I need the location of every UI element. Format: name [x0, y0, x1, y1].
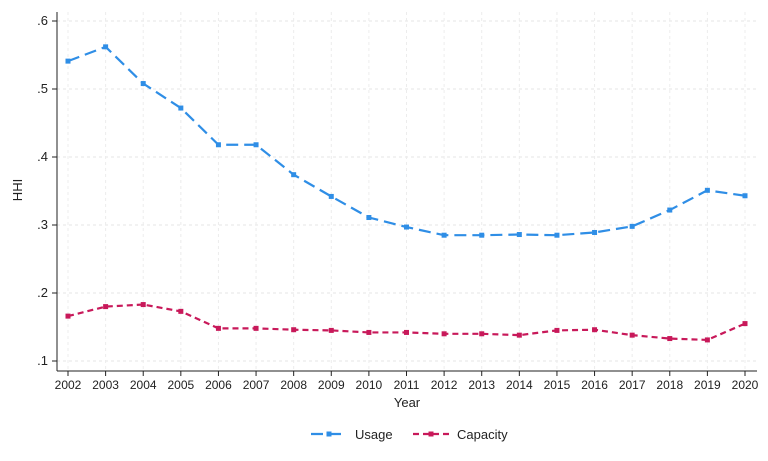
- point-usage-2004: [140, 81, 146, 87]
- x-tick-label-2014: 2014: [506, 378, 533, 392]
- x-tick-label-2015: 2015: [544, 378, 571, 392]
- point-capacity-2009: [328, 327, 334, 333]
- point-capacity-2004: [140, 302, 146, 308]
- x-tick-label-2003: 2003: [92, 378, 119, 392]
- point-capacity-2011: [404, 329, 409, 335]
- point-usage-2005: [178, 105, 184, 111]
- y-axis-title: HHI: [10, 179, 25, 201]
- point-usage-2013: [479, 232, 485, 238]
- point-capacity-2008: [291, 327, 297, 333]
- x-tick-label-2009: 2009: [318, 378, 345, 392]
- x-tick-label-2016: 2016: [581, 378, 608, 392]
- point-usage-2019: [704, 187, 710, 193]
- point-capacity-2015: [554, 327, 560, 333]
- x-tick-label-2017: 2017: [619, 378, 646, 392]
- legend-label-usage: Usage: [355, 427, 393, 442]
- point-capacity-2020: [742, 321, 748, 327]
- x-tick-label-2020: 2020: [732, 378, 759, 392]
- point-capacity-2012: [441, 331, 447, 337]
- x-tick-label-2018: 2018: [656, 378, 683, 392]
- y-tick-label-5: .6: [37, 13, 48, 28]
- grid-lines: [57, 12, 757, 371]
- point-usage-2007: [253, 142, 259, 148]
- y-tick-label-4: .5: [37, 81, 48, 96]
- point-usage-2017: [629, 223, 635, 229]
- point-capacity-2013: [479, 331, 485, 337]
- point-usage-2006: [215, 142, 221, 148]
- point-usage-2016: [592, 229, 598, 235]
- legend-marker-usage: [326, 431, 332, 437]
- point-capacity-2019: [704, 337, 710, 343]
- point-capacity-2014: [516, 332, 522, 338]
- point-capacity-2017: [629, 332, 635, 338]
- x-tick-label-2010: 2010: [356, 378, 383, 392]
- y-tick-label-3: .4: [37, 149, 48, 164]
- point-capacity-2007: [253, 325, 259, 331]
- point-usage-2015: [554, 232, 560, 238]
- series-group: [65, 44, 748, 343]
- point-usage-2012: [441, 232, 447, 238]
- point-capacity-2003: [103, 304, 109, 310]
- x-tick-label-2011: 2011: [394, 378, 420, 392]
- point-usage-2003: [103, 44, 109, 50]
- point-capacity-2018: [667, 336, 673, 342]
- point-usage-2011: [404, 224, 409, 230]
- point-usage-2020: [742, 193, 748, 199]
- y-tick-label-0: .1: [37, 353, 48, 368]
- axes: [56, 12, 757, 372]
- point-usage-2002: [65, 58, 71, 64]
- legend-label-capacity: Capacity: [457, 427, 508, 442]
- y-tick-label-1: .2: [37, 285, 48, 300]
- x-axis-title: Year: [394, 395, 421, 410]
- y-tick-label-2: .3: [37, 217, 48, 232]
- x-tick-label-2019: 2019: [694, 378, 721, 392]
- legend-marker-capacity: [428, 431, 434, 437]
- x-tick-label-2006: 2006: [205, 378, 232, 392]
- x-axis-ticks: 2002 2003 2004 2005 2006 2007 2008 2009 2010 2011…: [55, 371, 759, 392]
- x-tick-label-2012: 2012: [431, 378, 458, 392]
- x-tick-label-2002: 2002: [55, 378, 82, 392]
- point-capacity-2010: [366, 329, 372, 335]
- point-capacity-2005: [178, 308, 184, 314]
- point-capacity-2016: [592, 327, 598, 333]
- x-tick-label-2005: 2005: [167, 378, 194, 392]
- point-usage-2018: [667, 207, 673, 213]
- point-usage-2008: [291, 172, 297, 178]
- point-capacity-2002: [65, 313, 71, 319]
- x-tick-label-2008: 2008: [280, 378, 307, 392]
- point-capacity-2006: [215, 325, 221, 331]
- legend: Usage Capacity: [311, 427, 508, 442]
- point-usage-2010: [366, 215, 372, 221]
- x-tick-label-2004: 2004: [130, 378, 157, 392]
- y-axis-ticks: .1 .2 .3 .4 .5 .6: [37, 13, 57, 368]
- x-tick-label-2007: 2007: [243, 378, 270, 392]
- point-usage-2009: [328, 193, 334, 199]
- point-usage-2014: [516, 232, 522, 238]
- x-tick-label-2013: 2013: [468, 378, 495, 392]
